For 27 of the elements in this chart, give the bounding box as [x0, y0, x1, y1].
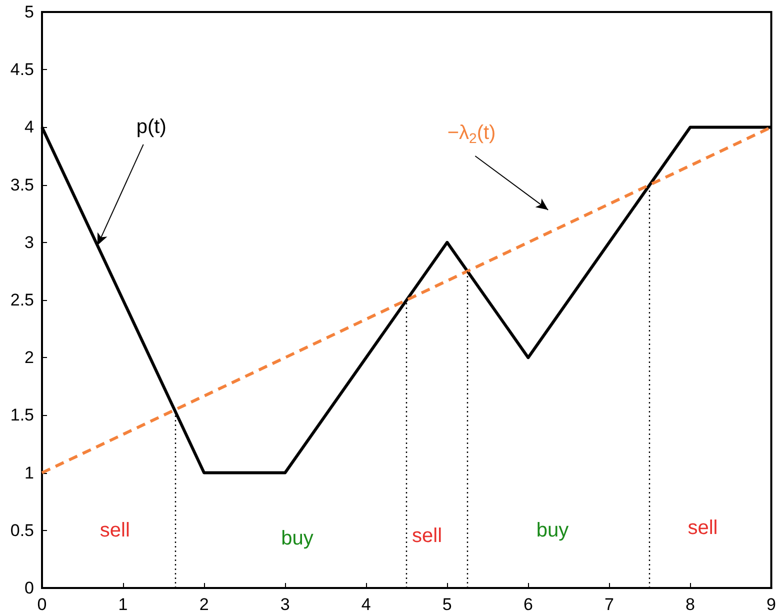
x-tick-label: 2 — [199, 595, 209, 614]
x-tick-label: 4 — [361, 595, 371, 614]
x-tick-label: 5 — [442, 595, 452, 614]
annotation: sell — [100, 519, 130, 542]
x-tick-label: 7 — [604, 595, 614, 614]
y-tick-label: 2 — [24, 348, 34, 368]
x-tick-label: 1 — [118, 595, 128, 614]
y-tick-label: 1.5 — [10, 406, 34, 425]
x-tick-label: 9 — [766, 595, 776, 614]
y-tick-label: 0.5 — [10, 520, 34, 540]
y-tick-label: 3 — [24, 232, 34, 252]
y-tick-label: 3.5 — [10, 175, 34, 194]
y-tick-label: 1 — [24, 463, 34, 482]
x-tick-label: 8 — [686, 595, 695, 614]
x-tick-label: 3 — [280, 595, 290, 614]
annotation: buy — [536, 519, 569, 542]
x-tick-label: 6 — [523, 595, 533, 614]
y-tick-label: 4.5 — [10, 60, 34, 80]
annotation: sell — [412, 525, 442, 548]
text: p(t) — [136, 116, 166, 138]
y-tick-label: 0 — [24, 578, 34, 598]
y-tick-label: 4 — [24, 118, 34, 137]
annotation: buy — [281, 527, 314, 550]
x-tick-label: 0 — [37, 595, 47, 614]
y-tick-label: 2.5 — [10, 290, 34, 310]
annotation: sell — [688, 517, 718, 540]
y-tick-label: 5 — [24, 2, 34, 22]
